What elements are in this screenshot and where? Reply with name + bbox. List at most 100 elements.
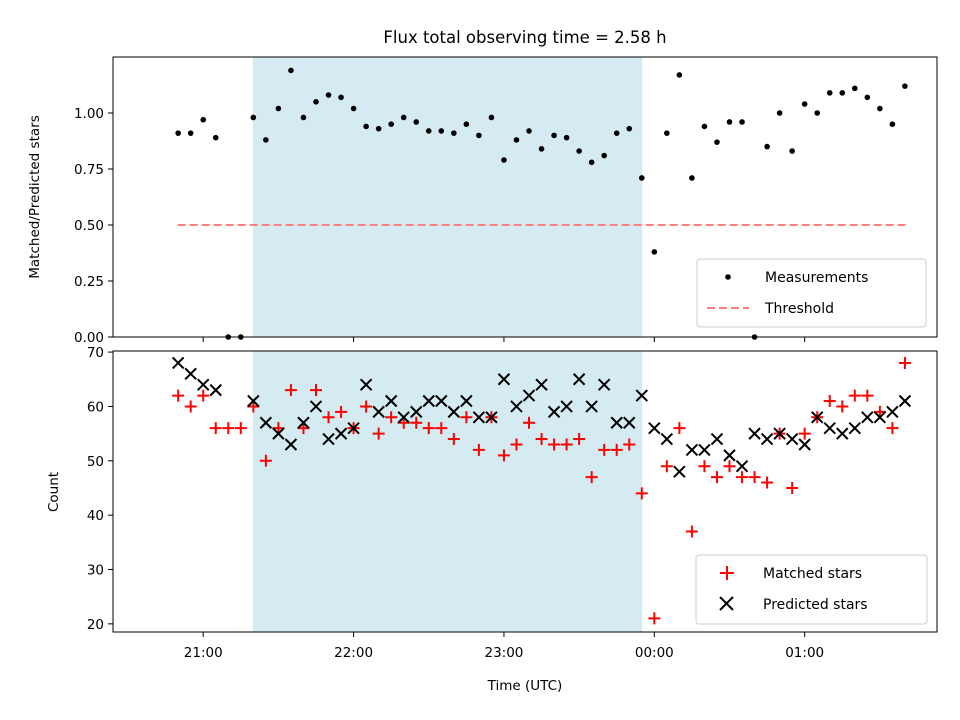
predicted-star-point xyxy=(572,373,586,386)
predicted-star-point xyxy=(823,421,836,435)
predicted-star-point xyxy=(309,400,323,413)
measurement-point xyxy=(363,123,369,130)
predicted-star-point xyxy=(760,432,774,446)
legend-measurements-marker xyxy=(725,274,731,280)
observing-window-shade-lower xyxy=(252,351,643,632)
matched-star-point xyxy=(372,427,385,440)
matched-star-point xyxy=(685,525,698,538)
matched-star-point xyxy=(798,427,811,440)
predicted-star-point xyxy=(384,394,398,408)
matched-star-point xyxy=(535,433,548,446)
matched-star-point xyxy=(598,443,611,456)
measurement-point xyxy=(889,121,896,127)
measurement-point xyxy=(814,110,821,116)
measurement-point xyxy=(651,249,658,255)
count-legend: Matched stars Predicted stars xyxy=(695,554,928,625)
matched-star-point xyxy=(548,438,561,451)
measurement-point xyxy=(388,121,394,127)
matched-star-point xyxy=(848,389,861,402)
matched-star-point xyxy=(360,400,373,413)
measurement-point xyxy=(852,85,858,92)
predicted-star-point xyxy=(372,405,385,419)
count-y-tick-label: 20 xyxy=(87,617,104,633)
matched-star-point xyxy=(886,422,899,435)
predicted-star-point xyxy=(597,378,611,391)
matched-star-point xyxy=(748,471,761,484)
ratio-legend-box xyxy=(696,258,927,328)
matched-star-point xyxy=(560,438,573,451)
predicted-star-point xyxy=(698,443,711,457)
matched-star-point xyxy=(823,395,836,408)
matched-star-point xyxy=(585,471,598,484)
predicted-star-point xyxy=(347,421,360,435)
count-x-tick-label: 21:00 xyxy=(184,645,223,661)
measurement-point xyxy=(626,125,633,132)
predicted-star-point xyxy=(510,400,523,413)
measurement-point xyxy=(776,110,783,116)
measurement-point xyxy=(839,90,846,96)
ratio-y-tick-label: 1.00 xyxy=(74,106,104,122)
measurement-point xyxy=(877,105,883,112)
matched-star-point xyxy=(397,416,410,429)
predicted-star-point xyxy=(610,416,623,429)
measurement-point xyxy=(288,67,294,74)
count-x-tick-label: 01:00 xyxy=(785,645,824,661)
measurement-point xyxy=(726,119,733,125)
matched-star-point xyxy=(610,443,623,456)
measurement-point xyxy=(425,128,432,134)
ratio-y-axis: 0.00 0.25 0.50 0.75 1.00 xyxy=(74,106,113,346)
count-y-axis-label: Count xyxy=(46,472,62,512)
matched-star-point xyxy=(673,422,686,435)
observing-window-shade xyxy=(252,57,643,337)
predicted-star-point xyxy=(723,449,736,462)
measurement-point xyxy=(313,99,319,105)
measurement-point xyxy=(300,114,307,121)
count-y-tick-label: 50 xyxy=(87,454,104,470)
measurement-point xyxy=(739,119,745,125)
legend-threshold-label: Threshold xyxy=(764,301,834,317)
count-plot-frame xyxy=(112,350,938,633)
predicted-star-point xyxy=(472,411,486,424)
predicted-star-point xyxy=(785,432,799,446)
predicted-star-point xyxy=(836,427,849,440)
measurement-point xyxy=(576,148,582,154)
matched-star-point xyxy=(723,460,736,473)
measurement-point xyxy=(451,130,457,136)
measurement-point xyxy=(187,130,194,136)
matched-star-point xyxy=(898,356,911,369)
measurement-point xyxy=(664,130,670,136)
predicted-star-point xyxy=(547,405,561,419)
predicted-star-point xyxy=(735,460,749,473)
measurement-point xyxy=(689,175,695,181)
matched-star-point xyxy=(272,422,285,435)
matched-star-point xyxy=(523,416,536,429)
measurement-point xyxy=(400,114,407,121)
predicted-star-point xyxy=(798,438,811,451)
predicted-star-point xyxy=(209,383,222,397)
predicted-star-point xyxy=(435,394,448,408)
legend-matched-marker xyxy=(720,566,734,580)
predicted-star-point xyxy=(560,400,573,413)
matched-star-point xyxy=(184,400,197,413)
ratio-legend: Measurements Threshold xyxy=(696,258,927,328)
measurement-point xyxy=(488,114,495,121)
measurement-point xyxy=(438,128,445,134)
predicted-star-point xyxy=(886,405,899,419)
predicted-star-point xyxy=(197,378,210,391)
predicted-star-point xyxy=(585,400,598,413)
matched-star-point xyxy=(447,433,460,446)
matched-star-point xyxy=(385,411,398,424)
matched-star-point xyxy=(510,438,523,451)
matched-star-point xyxy=(422,422,435,435)
chart-title: Flux total observing time = 2.58 h xyxy=(383,28,666,47)
predicted-star-point xyxy=(447,405,461,419)
measurement-point xyxy=(375,125,382,132)
matched-star-point xyxy=(322,411,335,424)
ratio-y-tick-label: 0.50 xyxy=(74,218,104,234)
matched-star-point xyxy=(710,471,723,484)
measurement-point xyxy=(826,90,833,96)
matched-star-point xyxy=(660,460,673,473)
measurement-point xyxy=(714,139,720,145)
measurement-point xyxy=(263,137,269,143)
matched-star-point xyxy=(335,405,348,418)
